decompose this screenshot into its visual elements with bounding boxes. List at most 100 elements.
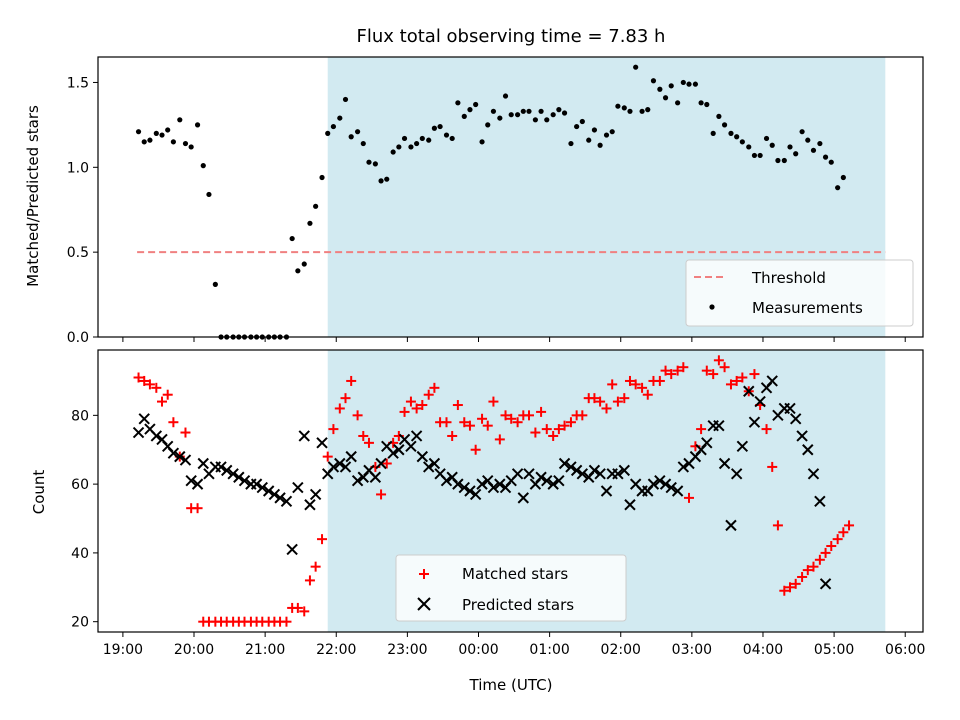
data-point: [650, 78, 657, 84]
data-point: [739, 139, 745, 145]
data-point: [390, 149, 396, 155]
x-tick-label: 06:00: [885, 642, 925, 658]
data-point: [574, 123, 580, 130]
data-point: [749, 369, 760, 380]
x-marker-b: [748, 416, 761, 428]
data-point: [619, 393, 630, 404]
data-point: [437, 123, 443, 130]
x-marker-b: [725, 519, 737, 532]
data-point: [150, 430, 163, 442]
x-marker-b: [594, 468, 606, 480]
data-point: [346, 375, 357, 386]
x-marker-b: [458, 481, 470, 494]
data-point: [351, 474, 364, 487]
data-point: [662, 95, 669, 101]
x-marker-b: [339, 461, 352, 473]
x-tick-label: 22:00: [316, 642, 356, 658]
x-marker-b: [547, 478, 559, 490]
data-point: [177, 117, 183, 123]
data-point: [165, 127, 171, 133]
x-marker-b: [174, 450, 186, 463]
x-marker-b: [730, 468, 743, 480]
x-marker-b: [612, 468, 624, 480]
data-point: [464, 420, 475, 431]
data-point: [464, 485, 476, 497]
data-point: [817, 140, 823, 147]
x-tick-label: 04:00: [743, 642, 783, 658]
x-marker-b: [256, 481, 268, 494]
data-point: [414, 140, 420, 147]
data-point: [423, 461, 435, 473]
data-point: [523, 468, 535, 480]
data-point: [553, 424, 564, 435]
legend-measurements-label: Measurements: [752, 299, 863, 317]
data-point: [793, 151, 799, 157]
x-marker-b: [629, 478, 642, 490]
data-point: [511, 468, 524, 480]
data-point: [322, 451, 333, 462]
data-point: [431, 125, 438, 131]
count-panel: 20 40 60 80 19:00 20:00 21:00 22:00 23:00 00:00 01…: [71, 349, 925, 658]
data-point: [589, 393, 600, 404]
data-point: [657, 86, 663, 92]
data-point: [718, 457, 731, 470]
data-point: [696, 424, 707, 435]
data-point: [609, 129, 615, 135]
data-point: [281, 616, 292, 627]
data-point: [452, 400, 463, 411]
data-point: [637, 382, 648, 393]
data-point: [340, 393, 351, 404]
data-point: [286, 543, 298, 556]
data-point: [787, 144, 793, 150]
data-point: [381, 458, 392, 469]
data-point: [301, 261, 307, 267]
x-marker-b: [624, 499, 636, 511]
data-point: [227, 468, 239, 480]
data-point: [645, 107, 651, 113]
data-point: [416, 450, 429, 463]
data-point: [405, 440, 417, 452]
x-marker-b: [191, 478, 204, 490]
data-point: [215, 461, 227, 473]
data-point: [307, 220, 313, 226]
x-marker-b: [238, 474, 251, 487]
data-point: [802, 565, 813, 576]
legend-threshold-label: Threshold: [751, 269, 826, 287]
data-point: [459, 417, 470, 428]
data-point: [313, 203, 319, 209]
data-point: [576, 468, 589, 480]
data-point: [579, 118, 585, 125]
data-point: [133, 372, 144, 383]
y-tick-label: 0.0: [67, 330, 89, 346]
data-point: [153, 130, 159, 136]
data-point: [250, 478, 263, 490]
x-marker-b: [434, 468, 446, 480]
data-point: [455, 100, 461, 106]
data-point: [325, 130, 331, 136]
data-point: [502, 93, 509, 99]
data-point: [797, 571, 808, 582]
data-point: [159, 132, 165, 138]
data-point: [725, 519, 737, 532]
data-point: [680, 79, 686, 86]
data-point: [844, 520, 855, 531]
data-point: [494, 478, 506, 490]
data-point: [194, 122, 201, 128]
x-marker-b: [671, 485, 684, 497]
data-point: [376, 489, 387, 500]
data-point: [319, 174, 325, 181]
data-point: [561, 110, 568, 116]
x-marker-b: [363, 464, 375, 477]
data-point: [802, 444, 814, 456]
data-point: [262, 485, 275, 497]
x-marker-b: [713, 419, 725, 432]
data-point: [316, 437, 328, 449]
data-point: [781, 157, 787, 164]
x-marker-b: [464, 485, 476, 497]
x-marker-b: [541, 474, 553, 487]
legend: Threshold Measurements: [685, 259, 914, 327]
data-point: [553, 474, 565, 487]
data-point: [666, 369, 677, 380]
data-point: [790, 578, 801, 589]
data-point: [147, 137, 153, 143]
